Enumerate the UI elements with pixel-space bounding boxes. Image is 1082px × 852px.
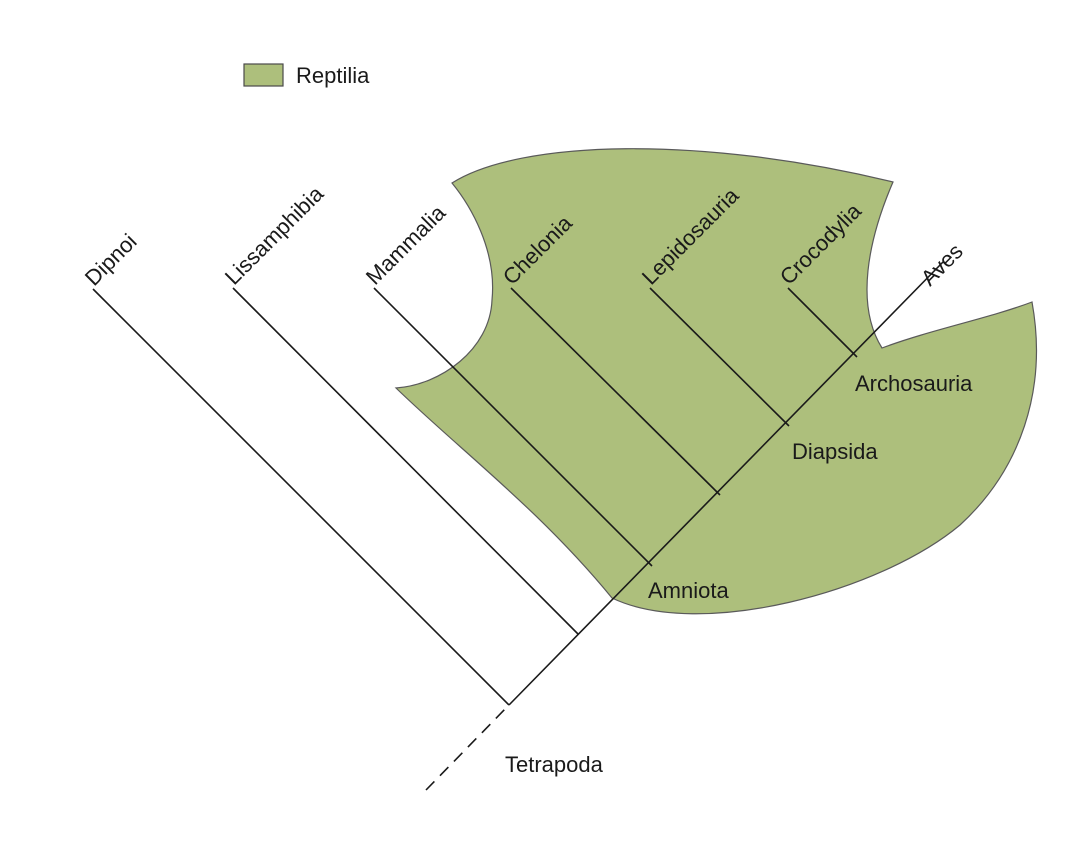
legend: Reptilia [243, 63, 370, 88]
branch-lissamphibia [232, 287, 579, 635]
clade-label-diapsida: Diapsida [792, 439, 878, 464]
clade-label-archosauria: Archosauria [855, 371, 973, 396]
branch-mammalia [373, 287, 653, 567]
backbone-line [508, 261, 944, 706]
branch-crocodylia [787, 287, 858, 358]
branch-dipnoi [92, 288, 510, 706]
stem-dashed-line [425, 704, 510, 791]
legend-swatch [243, 63, 284, 87]
taxon-label-dipnoi: Dipnoi [80, 229, 142, 291]
branch-chelonia [510, 287, 721, 496]
taxon-label-lissamphibia: Lissamphibia [220, 181, 329, 290]
legend-label: Reptilia [296, 63, 370, 88]
reptilia-region [394, 148, 1038, 615]
branch-lepidosauria [649, 287, 790, 427]
clade-label-tetrapoda: Tetrapoda [505, 752, 604, 777]
clade-label-amniota: Amniota [648, 578, 729, 603]
taxon-label-mammalia: Mammalia [361, 200, 451, 290]
